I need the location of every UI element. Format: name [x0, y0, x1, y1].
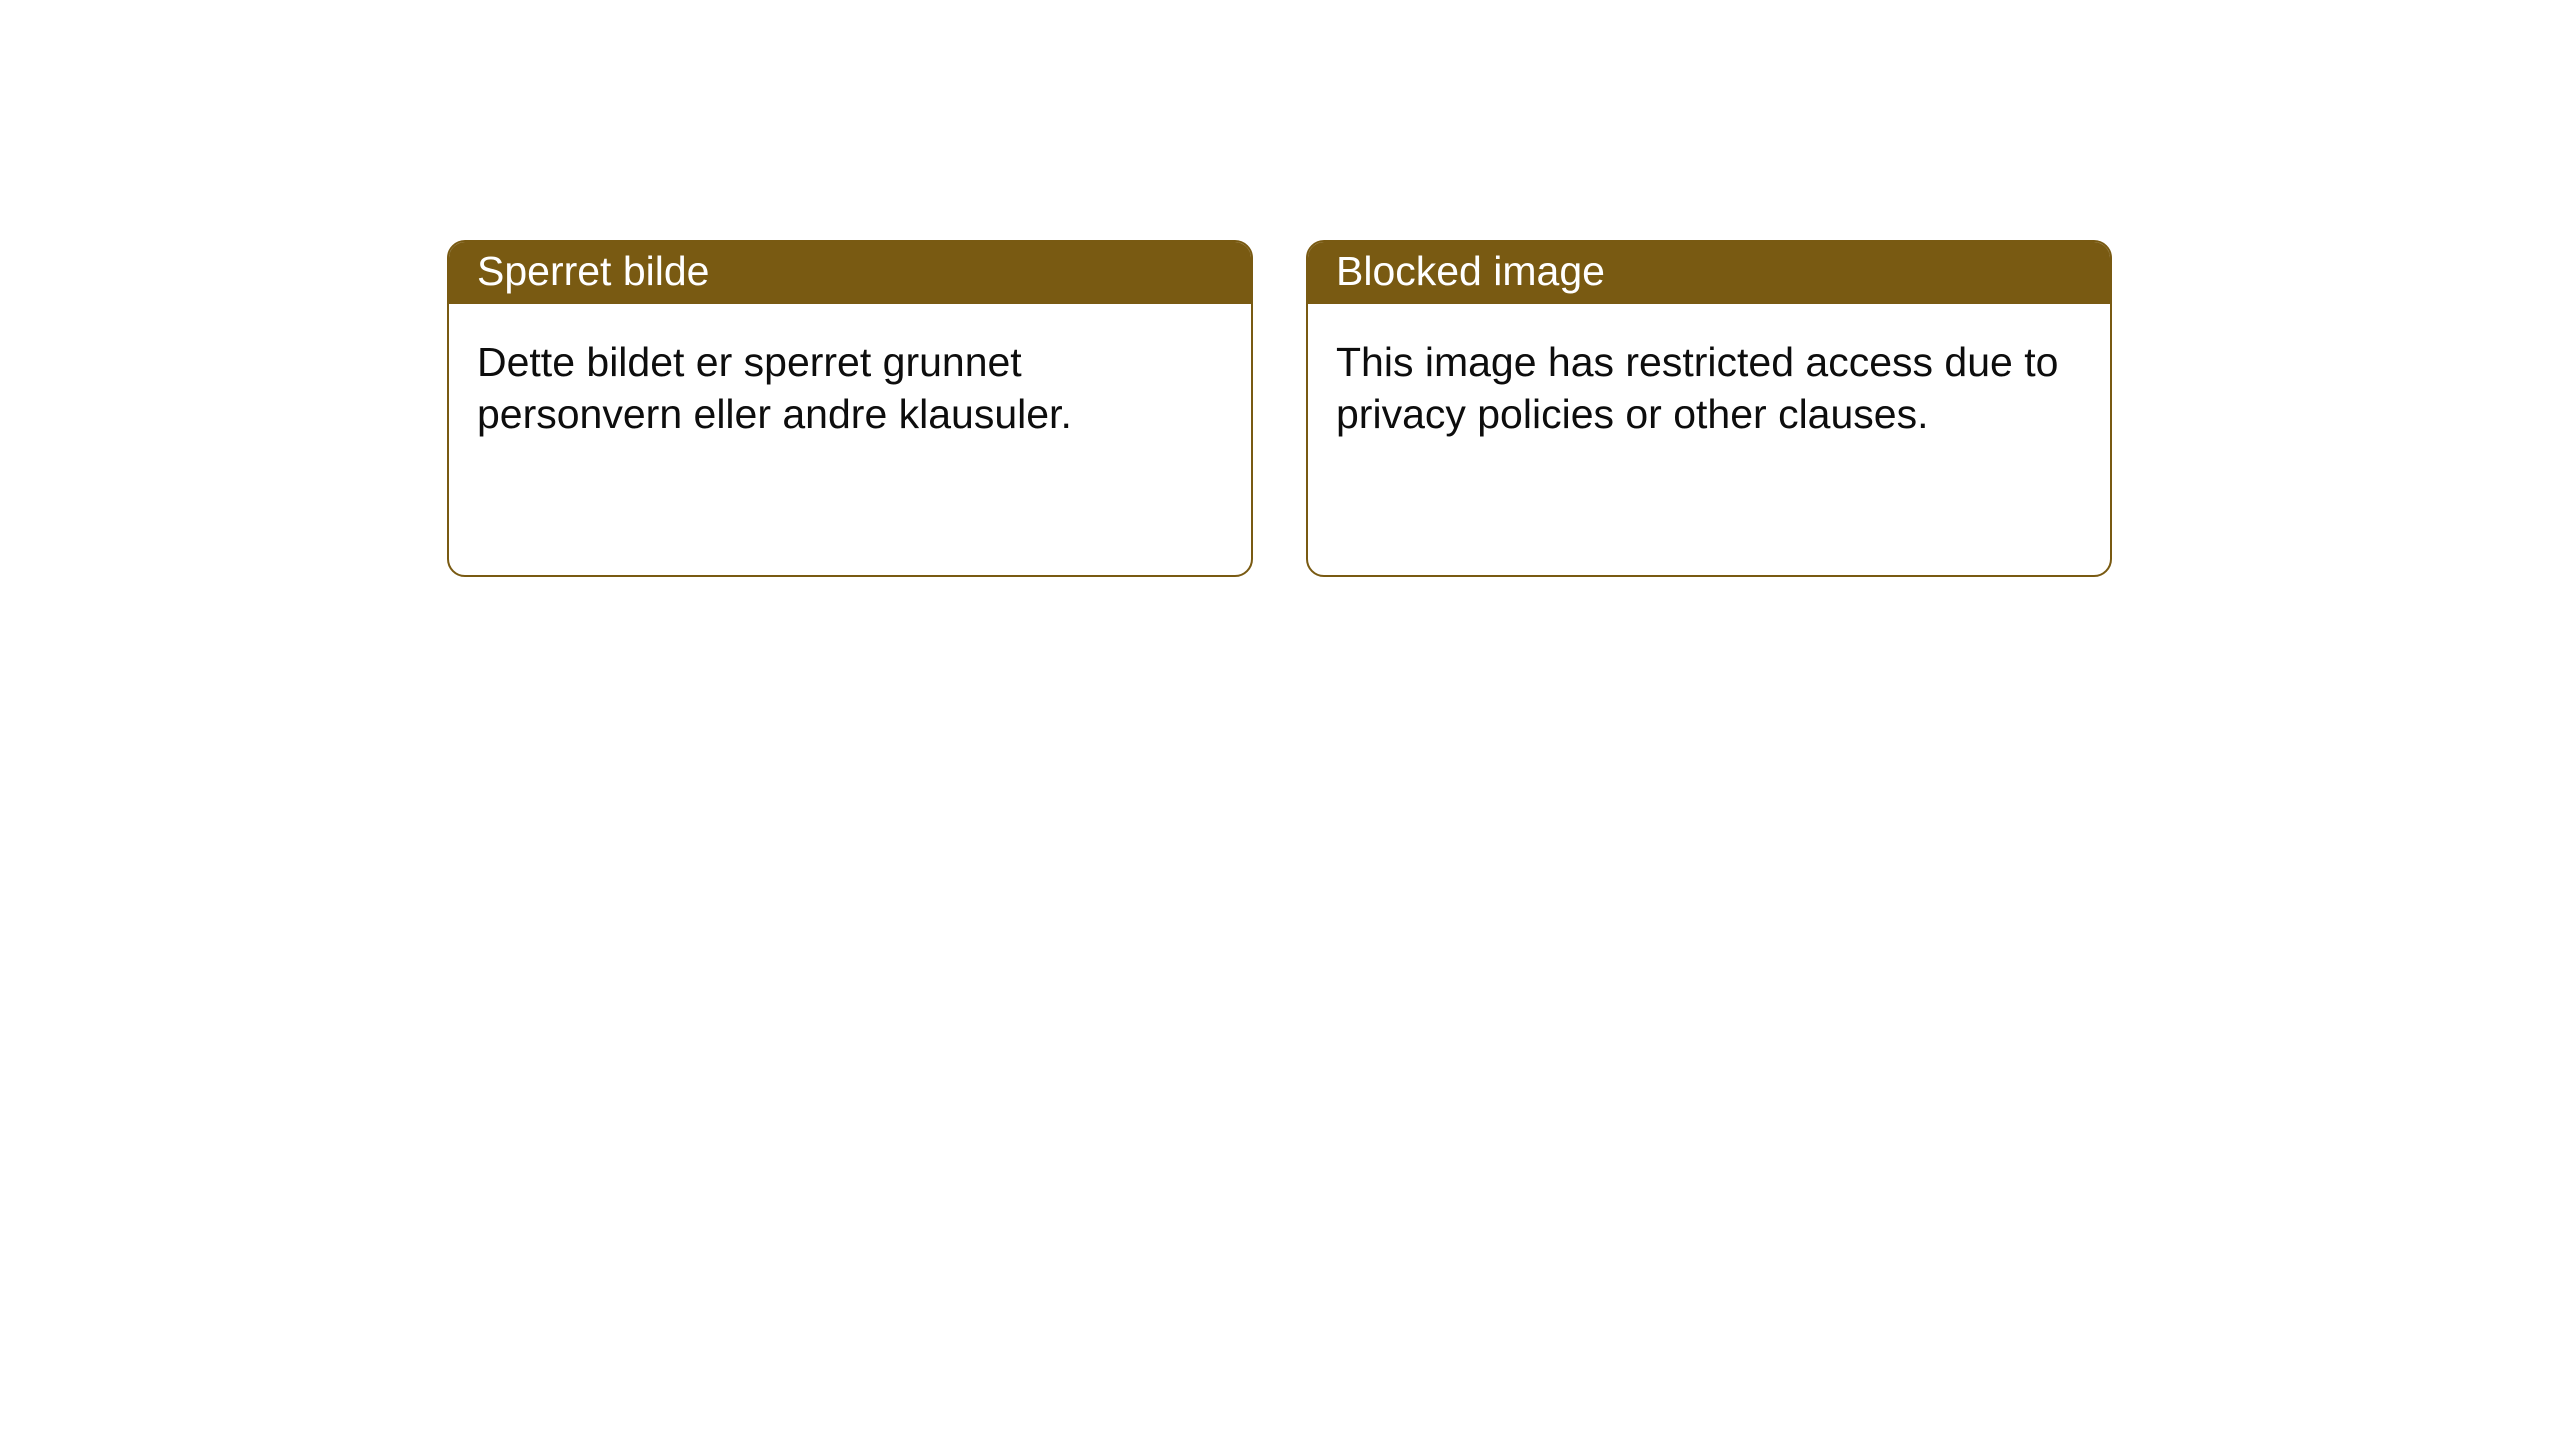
notice-body: This image has restricted access due to …	[1308, 304, 2110, 473]
notice-body: Dette bildet er sperret grunnet personve…	[449, 304, 1251, 473]
notice-body-text: Dette bildet er sperret grunnet personve…	[477, 339, 1072, 437]
blocked-image-notice-en: Blocked image This image has restricted …	[1306, 240, 2112, 577]
notice-body-text: This image has restricted access due to …	[1336, 339, 2058, 437]
blocked-image-notice-no: Sperret bilde Dette bildet er sperret gr…	[447, 240, 1253, 577]
notice-header: Sperret bilde	[449, 242, 1251, 304]
notice-container: Sperret bilde Dette bildet er sperret gr…	[0, 0, 2560, 577]
notice-title: Sperret bilde	[477, 248, 709, 295]
notice-header: Blocked image	[1308, 242, 2110, 304]
notice-title: Blocked image	[1336, 248, 1605, 295]
